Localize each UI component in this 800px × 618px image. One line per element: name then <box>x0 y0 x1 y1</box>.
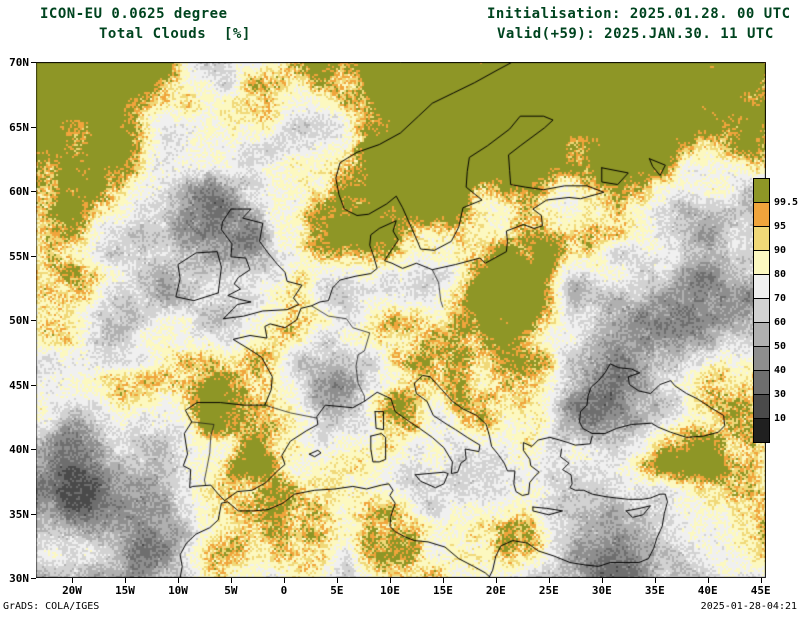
lon-tick-label: 10E <box>379 584 400 597</box>
lat-tick-label: 50N <box>9 314 29 327</box>
lon-tick-label: 15E <box>432 584 453 597</box>
lon-tick-mark <box>230 578 232 583</box>
colorbar-segment <box>754 251 769 275</box>
lon-tick-label: 30E <box>591 584 612 597</box>
lon-tick-label: 20W <box>62 584 82 597</box>
colorbar-tick-label: 90 <box>774 245 787 256</box>
colorbar-tick-label: 10 <box>774 413 787 424</box>
lat-tick-label: 40N <box>9 443 29 456</box>
lon-tick-mark <box>72 578 73 583</box>
creation-timestamp: 2025-01-28-04:21 <box>700 601 797 612</box>
colorbar-tick-label: 40 <box>774 365 787 376</box>
lon-tick-label: 40E <box>697 584 718 597</box>
colorbar-segment <box>754 227 769 251</box>
grads-credit: GrADS: COLA/IGES <box>3 601 100 612</box>
lon-tick-mark <box>442 578 444 583</box>
lon-tick-label: 10W <box>168 584 188 597</box>
lon-tick-mark <box>336 578 338 583</box>
colorbar-segment <box>754 275 769 299</box>
lat-tick-mark <box>31 578 36 579</box>
lat-tick-label: 35N <box>9 507 29 521</box>
colorbar-segment <box>754 179 769 203</box>
lon-tick-mark <box>654 578 656 583</box>
lat-tick-label: 55N <box>9 249 29 263</box>
colorbar-segment <box>754 419 769 442</box>
variable-title: Total Clouds [%] <box>99 26 251 42</box>
colorbar-segment <box>754 203 769 227</box>
colorbar-segment <box>754 347 769 371</box>
model-title: ICON-EU 0.0625 degree <box>40 6 228 22</box>
colorbar-legend: 99.5 95 90 80 70 60 50 40 30 10 <box>753 178 799 443</box>
lon-tick-label: 20E <box>485 584 506 597</box>
lon-tick-label: 0 <box>280 584 288 597</box>
lon-tick-mark <box>389 578 391 583</box>
colorbar-segment <box>754 395 769 419</box>
cloud-cover-map <box>36 62 766 578</box>
lat-tick-label: 30N <box>9 572 29 585</box>
colorbar-segment <box>754 371 769 395</box>
colorbar-tick-label: 99.5 <box>774 197 799 208</box>
lon-tick-mark <box>760 578 762 583</box>
lat-tick-label: 60N <box>9 185 29 198</box>
colorbar-tick-label: 80 <box>774 269 787 280</box>
lon-tick-label: 25E <box>538 584 559 597</box>
lon-tick-label: 35E <box>644 584 665 597</box>
lon-tick-mark <box>283 578 285 583</box>
lon-tick-mark <box>178 578 179 583</box>
colorbar-tick-label: 30 <box>774 389 787 400</box>
lon-tick-mark <box>125 578 126 583</box>
colorbar-tick-label: 70 <box>774 293 787 304</box>
colorbar-tick-label: 50 <box>774 341 787 352</box>
colorbar-segment <box>754 323 769 347</box>
lon-tick-mark <box>548 578 550 583</box>
lon-tick-mark <box>707 578 709 583</box>
lon-tick-label: 45E <box>750 584 771 597</box>
lat-tick-label: 70N <box>9 56 29 69</box>
colorbar <box>753 178 770 443</box>
lon-tick-mark <box>495 578 497 583</box>
lat-tick-label: 45N <box>9 378 29 392</box>
lon-tick-label: 15W <box>115 584 135 597</box>
valid-time-label: Valid(+59): 2025.JAN.30. 11 UTC <box>497 26 774 42</box>
lon-tick-label: 5W <box>224 584 238 597</box>
colorbar-tick-label: 95 <box>774 221 787 232</box>
lon-tick-mark <box>601 578 603 583</box>
init-time-label: Initialisation: 2025.01.28. 00 UTC <box>487 6 791 22</box>
lon-tick-label: 5E <box>330 584 344 597</box>
colorbar-segment <box>754 299 769 323</box>
colorbar-tick-label: 60 <box>774 317 787 328</box>
lat-tick-label: 65N <box>9 120 29 134</box>
